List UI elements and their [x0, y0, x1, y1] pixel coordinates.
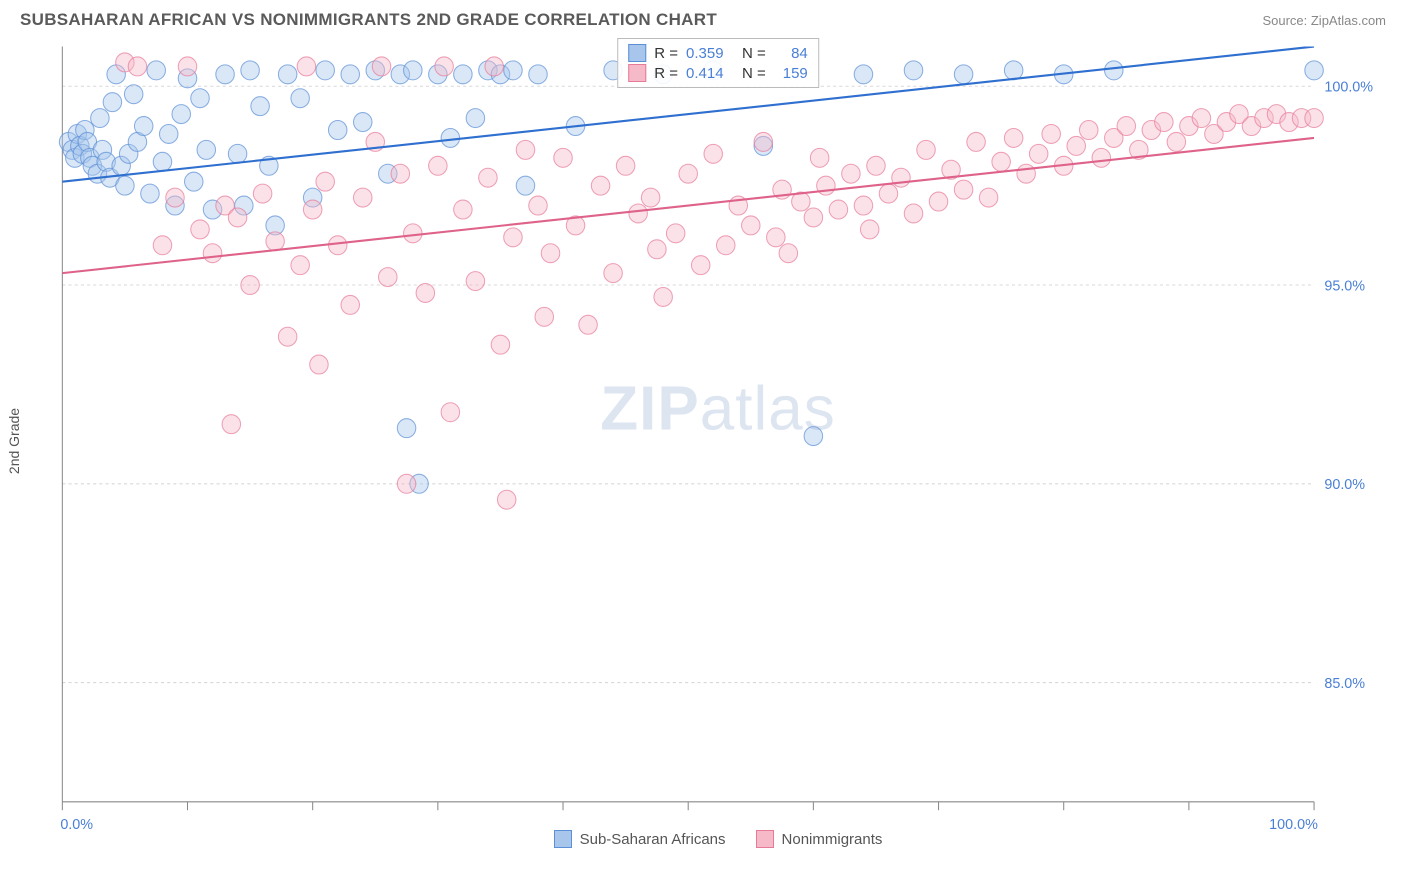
- series-1: [116, 53, 1324, 509]
- stats-row: R = 0.359 N = 84: [628, 43, 808, 63]
- legend-swatch: [756, 830, 774, 848]
- stat-r-label: R =: [654, 45, 678, 62]
- stats-row: R = 0.414 N = 159: [628, 63, 808, 83]
- stat-r-value: 0.359: [686, 45, 734, 62]
- chart-area: 2nd Grade 85.0%90.0%95.0%100.0%0.0%100.0…: [50, 36, 1386, 846]
- legend-swatch: [554, 830, 572, 848]
- scatter-plot: 85.0%90.0%95.0%100.0%0.0%100.0%: [50, 36, 1386, 846]
- series-legend: Sub-Saharan Africans Nonimmigrants: [50, 830, 1386, 848]
- legend-swatch: [628, 64, 646, 82]
- legend-label: Sub-Saharan Africans: [580, 831, 726, 848]
- svg-text:85.0%: 85.0%: [1324, 676, 1365, 692]
- legend-item: Sub-Saharan Africans: [554, 830, 726, 848]
- chart-source: Source: ZipAtlas.com: [1262, 13, 1386, 28]
- stat-n-label: N =: [742, 65, 766, 82]
- legend-swatch: [628, 44, 646, 62]
- chart-header: SUBSAHARAN AFRICAN VS NONIMMIGRANTS 2ND …: [0, 0, 1406, 36]
- svg-text:95.0%: 95.0%: [1324, 278, 1365, 294]
- svg-text:90.0%: 90.0%: [1324, 477, 1365, 493]
- correlation-stats-box: R = 0.359 N = 84 R = 0.414 N = 159: [617, 38, 819, 88]
- legend-item: Nonimmigrants: [756, 830, 883, 848]
- stat-n-label: N =: [742, 45, 766, 62]
- legend-label: Nonimmigrants: [782, 831, 883, 848]
- chart-title: SUBSAHARAN AFRICAN VS NONIMMIGRANTS 2ND …: [20, 10, 717, 30]
- stat-r-value: 0.414: [686, 65, 734, 82]
- stat-r-label: R =: [654, 65, 678, 82]
- stat-n-value: 84: [774, 45, 808, 62]
- stat-n-value: 159: [774, 65, 808, 82]
- svg-text:100.0%: 100.0%: [1324, 79, 1373, 95]
- y-axis-label: 2nd Grade: [6, 408, 22, 474]
